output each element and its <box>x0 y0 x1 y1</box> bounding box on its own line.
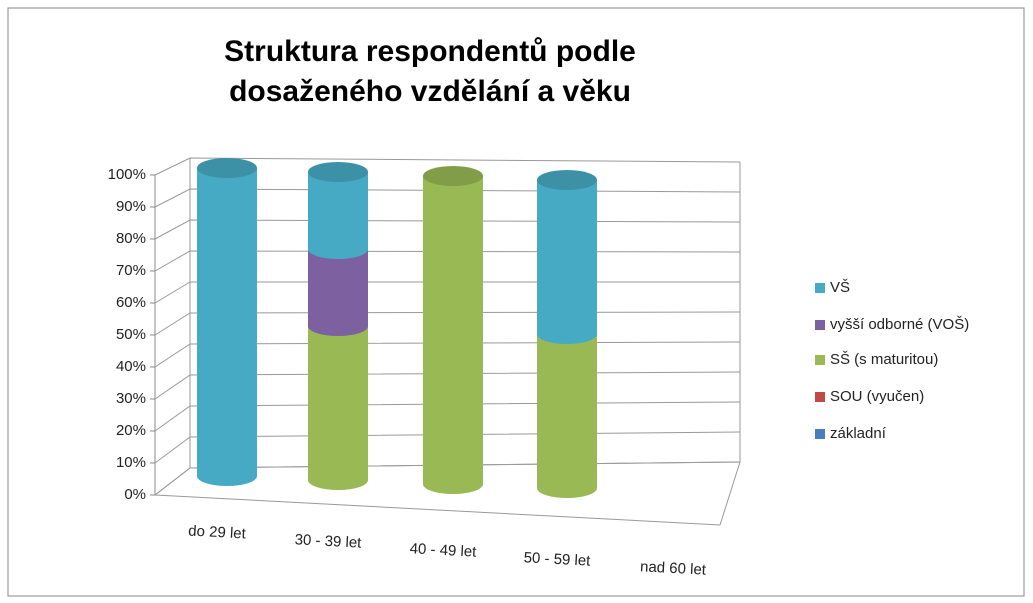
legend-swatch <box>815 320 825 330</box>
legend-label: SŠ (s maturitou) <box>830 351 938 368</box>
segment-top <box>537 170 597 190</box>
y-tick-label: 90% <box>116 198 146 215</box>
y-tick-label: 40% <box>116 358 146 375</box>
y-tick-label: 30% <box>116 390 146 407</box>
legend-swatch <box>815 283 825 293</box>
segment-body <box>423 176 483 494</box>
segment-body <box>308 326 368 490</box>
legend-label: základní <box>830 425 887 442</box>
cylinder-segment <box>308 249 368 336</box>
x-tick-label: 30 - 39 let <box>294 531 362 552</box>
y-tick-label: 20% <box>116 422 146 439</box>
cylinder-segment <box>197 158 257 486</box>
y-tick-label: 70% <box>116 262 146 279</box>
cylinder-segment <box>308 326 368 490</box>
legend-label: vyšší odborné (VOŠ) <box>830 316 969 333</box>
x-tick-label: nad 60 let <box>640 558 708 578</box>
y-tick-label: 100% <box>108 166 146 183</box>
legend-label: SOU (vyučen) <box>830 388 924 405</box>
y-tick-label: 10% <box>116 454 146 471</box>
legend-swatch <box>815 429 825 439</box>
x-tick-label: do 29 let <box>188 522 247 542</box>
segment-body <box>537 334 597 498</box>
border <box>7 7 1025 597</box>
segment-top <box>197 158 257 178</box>
segment-body <box>537 180 597 344</box>
x-tick-label: 40 - 49 let <box>409 540 477 561</box>
segment-top <box>308 162 368 182</box>
cylinder-segment <box>423 166 483 494</box>
segment-body <box>197 168 257 486</box>
cylinder-segment <box>308 162 368 259</box>
legend-swatch <box>815 355 825 365</box>
segment-top <box>423 166 483 186</box>
y-tick-label: 80% <box>116 230 146 247</box>
y-tick-label: 60% <box>116 294 146 311</box>
legend-swatch <box>815 392 825 402</box>
cylinder-segment <box>537 334 597 498</box>
segment-body <box>308 249 368 336</box>
grid-line <box>154 157 741 176</box>
cylinder-segment <box>537 170 597 344</box>
segment-body <box>308 172 368 259</box>
chart-title: Struktura respondentů podle dosaženého v… <box>224 35 636 108</box>
y-tick-label: 50% <box>116 326 146 343</box>
y-tick-label: 0% <box>124 486 146 503</box>
x-tick-label: 50 - 59 let <box>523 549 591 570</box>
legend-label: VŠ <box>830 279 850 296</box>
